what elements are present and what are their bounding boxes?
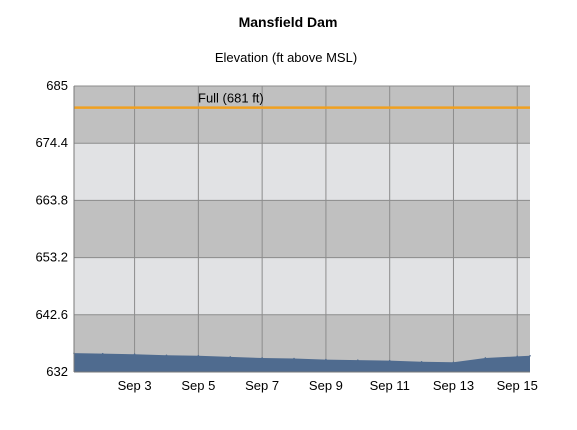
data-point [484, 357, 487, 359]
y-tick-label: 663.8 [35, 192, 68, 207]
y-tick-label: 674.4 [35, 135, 68, 150]
data-point [293, 357, 295, 360]
x-tick-label: Sep 13 [433, 378, 474, 393]
plot-background-bands [74, 86, 530, 372]
y-tick-label: 685 [46, 78, 68, 93]
x-axis-tick-labels: Sep 3 Sep 5 Sep 7 Sep 9 Sep 11 Sep 13 Sep 15 [118, 378, 538, 393]
x-tick-label: Sep 15 [497, 378, 538, 393]
plot-band [74, 200, 530, 258]
plot-band [74, 86, 530, 144]
full-pool-label: Full (681 ft) [198, 91, 264, 106]
plot-band [74, 143, 530, 201]
chart-subtitle: Elevation (ft above MSL) [215, 50, 357, 65]
data-point [197, 355, 200, 357]
data-point [229, 356, 232, 358]
data-point [101, 352, 104, 355]
x-tick-label: Sep 11 [370, 378, 410, 393]
reference-line-group: Full (681 ft) [74, 91, 530, 109]
y-tick-label: 653.2 [35, 250, 68, 265]
data-point [516, 355, 519, 358]
data-point [133, 353, 136, 355]
data-point [420, 360, 423, 363]
data-point [357, 359, 359, 361]
y-axis-tick-labels: 632 642.6 653.2 663.8 674.4 685 [35, 78, 68, 379]
data-point [165, 354, 168, 357]
data-point [388, 359, 391, 362]
x-tick-label: Sep 7 [245, 378, 279, 393]
chart-title: Mansfield Dam [239, 14, 338, 30]
y-tick-label: 642.6 [35, 307, 68, 322]
x-tick-label: Sep 3 [118, 378, 152, 393]
data-point [452, 361, 455, 364]
gridlines [74, 85, 530, 373]
axes [73, 86, 530, 373]
data-point [529, 355, 531, 357]
x-tick-label: Sep 5 [181, 378, 215, 393]
x-tick-label: Sep 9 [309, 378, 343, 393]
data-point [325, 358, 327, 361]
plot-band [74, 257, 530, 315]
elevation-area [74, 353, 530, 372]
data-point [261, 357, 263, 359]
y-tick-label: 632 [46, 364, 68, 379]
